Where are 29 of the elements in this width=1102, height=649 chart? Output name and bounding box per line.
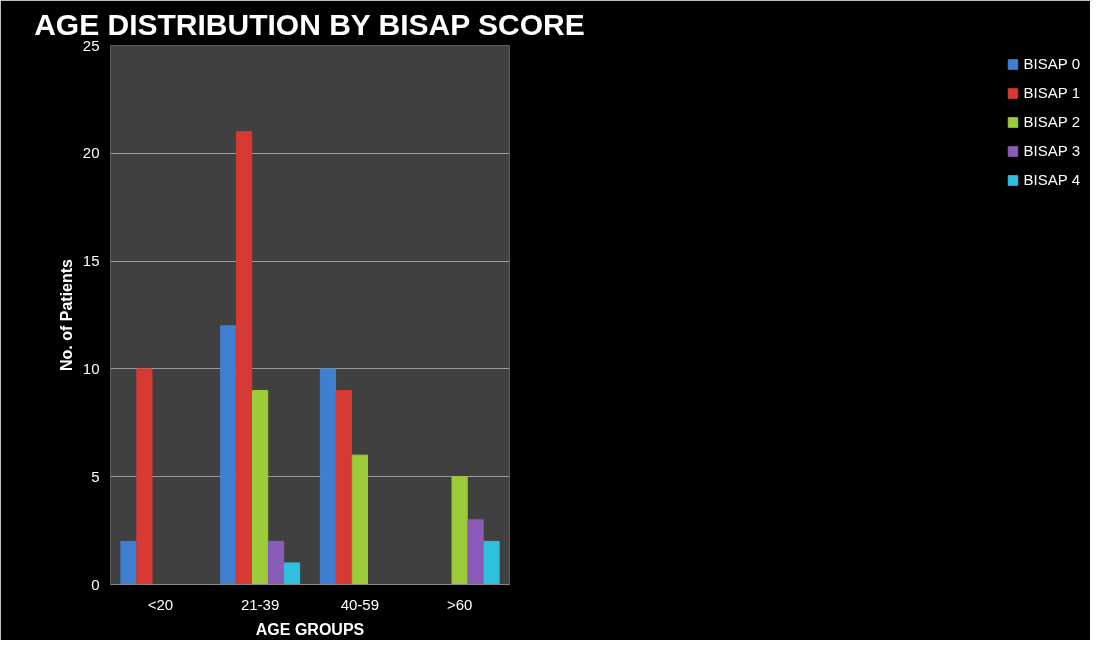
legend-label: BISAP 1 [1023,84,1080,101]
y-tick-label: 5 [91,467,100,485]
y-axis-title: No. of Patients [57,258,75,371]
bar [120,540,137,585]
bar [236,131,253,585]
bar [335,389,352,585]
bar [220,325,237,585]
bar [283,562,301,585]
bar [351,454,368,585]
x-tick-label: <20 [147,595,174,613]
legend-label: BISAP 2 [1023,113,1080,130]
legend-label: BISAP 3 [1023,142,1080,159]
bar [467,519,484,585]
x-tick-label: 40-59 [340,595,380,613]
x-tick-label: >60 [446,595,473,613]
bar [451,476,468,585]
y-tick-label: 10 [82,359,100,377]
legend-label: BISAP 0 [1023,55,1080,72]
y-tick-label: 15 [82,252,100,270]
x-axis-title: AGE GROUPS [255,620,365,638]
bar [252,389,269,585]
bar [136,368,153,585]
bar [319,368,337,585]
y-tick-label: 0 [91,575,100,593]
x-tick-label: 21-39 [240,595,280,613]
bar [268,540,285,585]
legend-label: BISAP 4 [1023,171,1080,188]
y-tick-label: 20 [82,144,100,162]
bar [483,540,500,585]
